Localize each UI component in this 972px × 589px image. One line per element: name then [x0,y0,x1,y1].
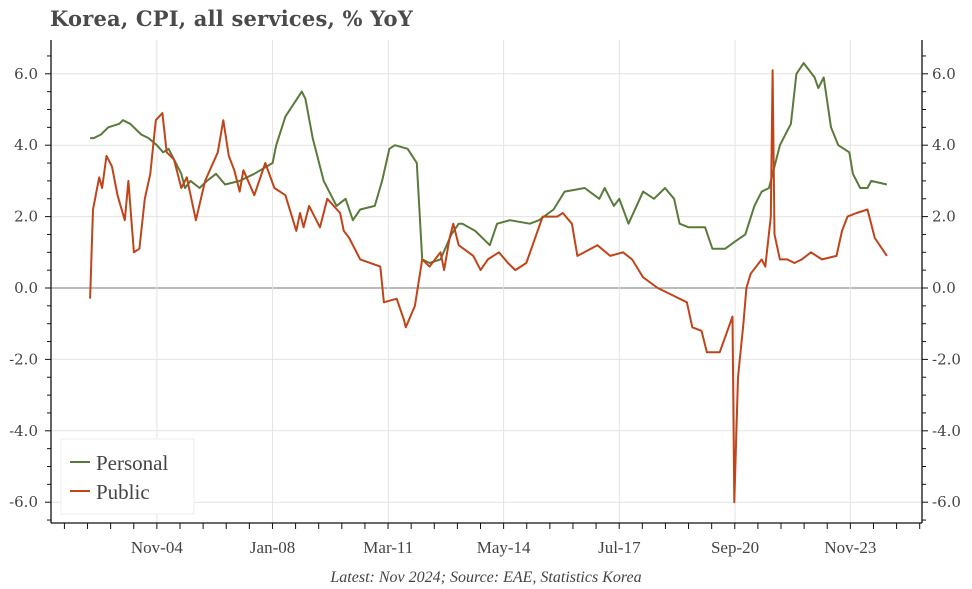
x-tick-label: Nov-23 [824,538,876,557]
x-tick-label: May-14 [477,538,531,557]
y-tick-label-right: -2.0 [932,350,961,368]
y-tick-label-right: 0.0 [932,279,956,297]
y-tick-label-right: -4.0 [932,422,961,440]
y-tick-label-right: 6.0 [932,65,956,83]
y-tick-label-right: -6.0 [932,493,961,511]
data-series [89,62,888,504]
legend-box [60,438,195,515]
series-line-personal [90,62,888,264]
y-tick-label-left: -6.0 [9,493,38,511]
x-tick-label: Jul-17 [598,538,641,557]
y-tick-label-left: 2.0 [14,208,38,226]
chart-title: Korea, CPI, all services, % YoY [50,6,413,31]
legend: Personal Public [60,438,195,515]
y-tick-label-left: -2.0 [9,350,38,368]
y-tick-label-left: 4.0 [14,136,38,154]
y-tick-label-left: 6.0 [14,65,38,83]
source-note: Latest: Nov 2024; Source: EAE, Statistic… [329,569,641,586]
y-tick-label-right: 2.0 [932,208,956,226]
x-tick-label: Nov-04 [131,538,183,557]
legend-label-public: Public [96,480,150,504]
x-tick-label: Sep-20 [711,538,759,557]
series-line-public [89,69,888,504]
x-tick-label: Jan-08 [250,538,295,557]
x-tick-label: Mar-11 [363,538,413,557]
y-tick-label-left: 0.0 [14,279,38,297]
axes: -6.0 -6.0 -4.0 -4.0 -2.0 -2.0 0.0 0.0 2.0 2.0 4.0 4… [9,40,961,557]
y-tick-label-left: -4.0 [9,422,38,440]
legend-label-personal: Personal [96,451,168,475]
y-tick-label-right: 4.0 [932,136,956,154]
